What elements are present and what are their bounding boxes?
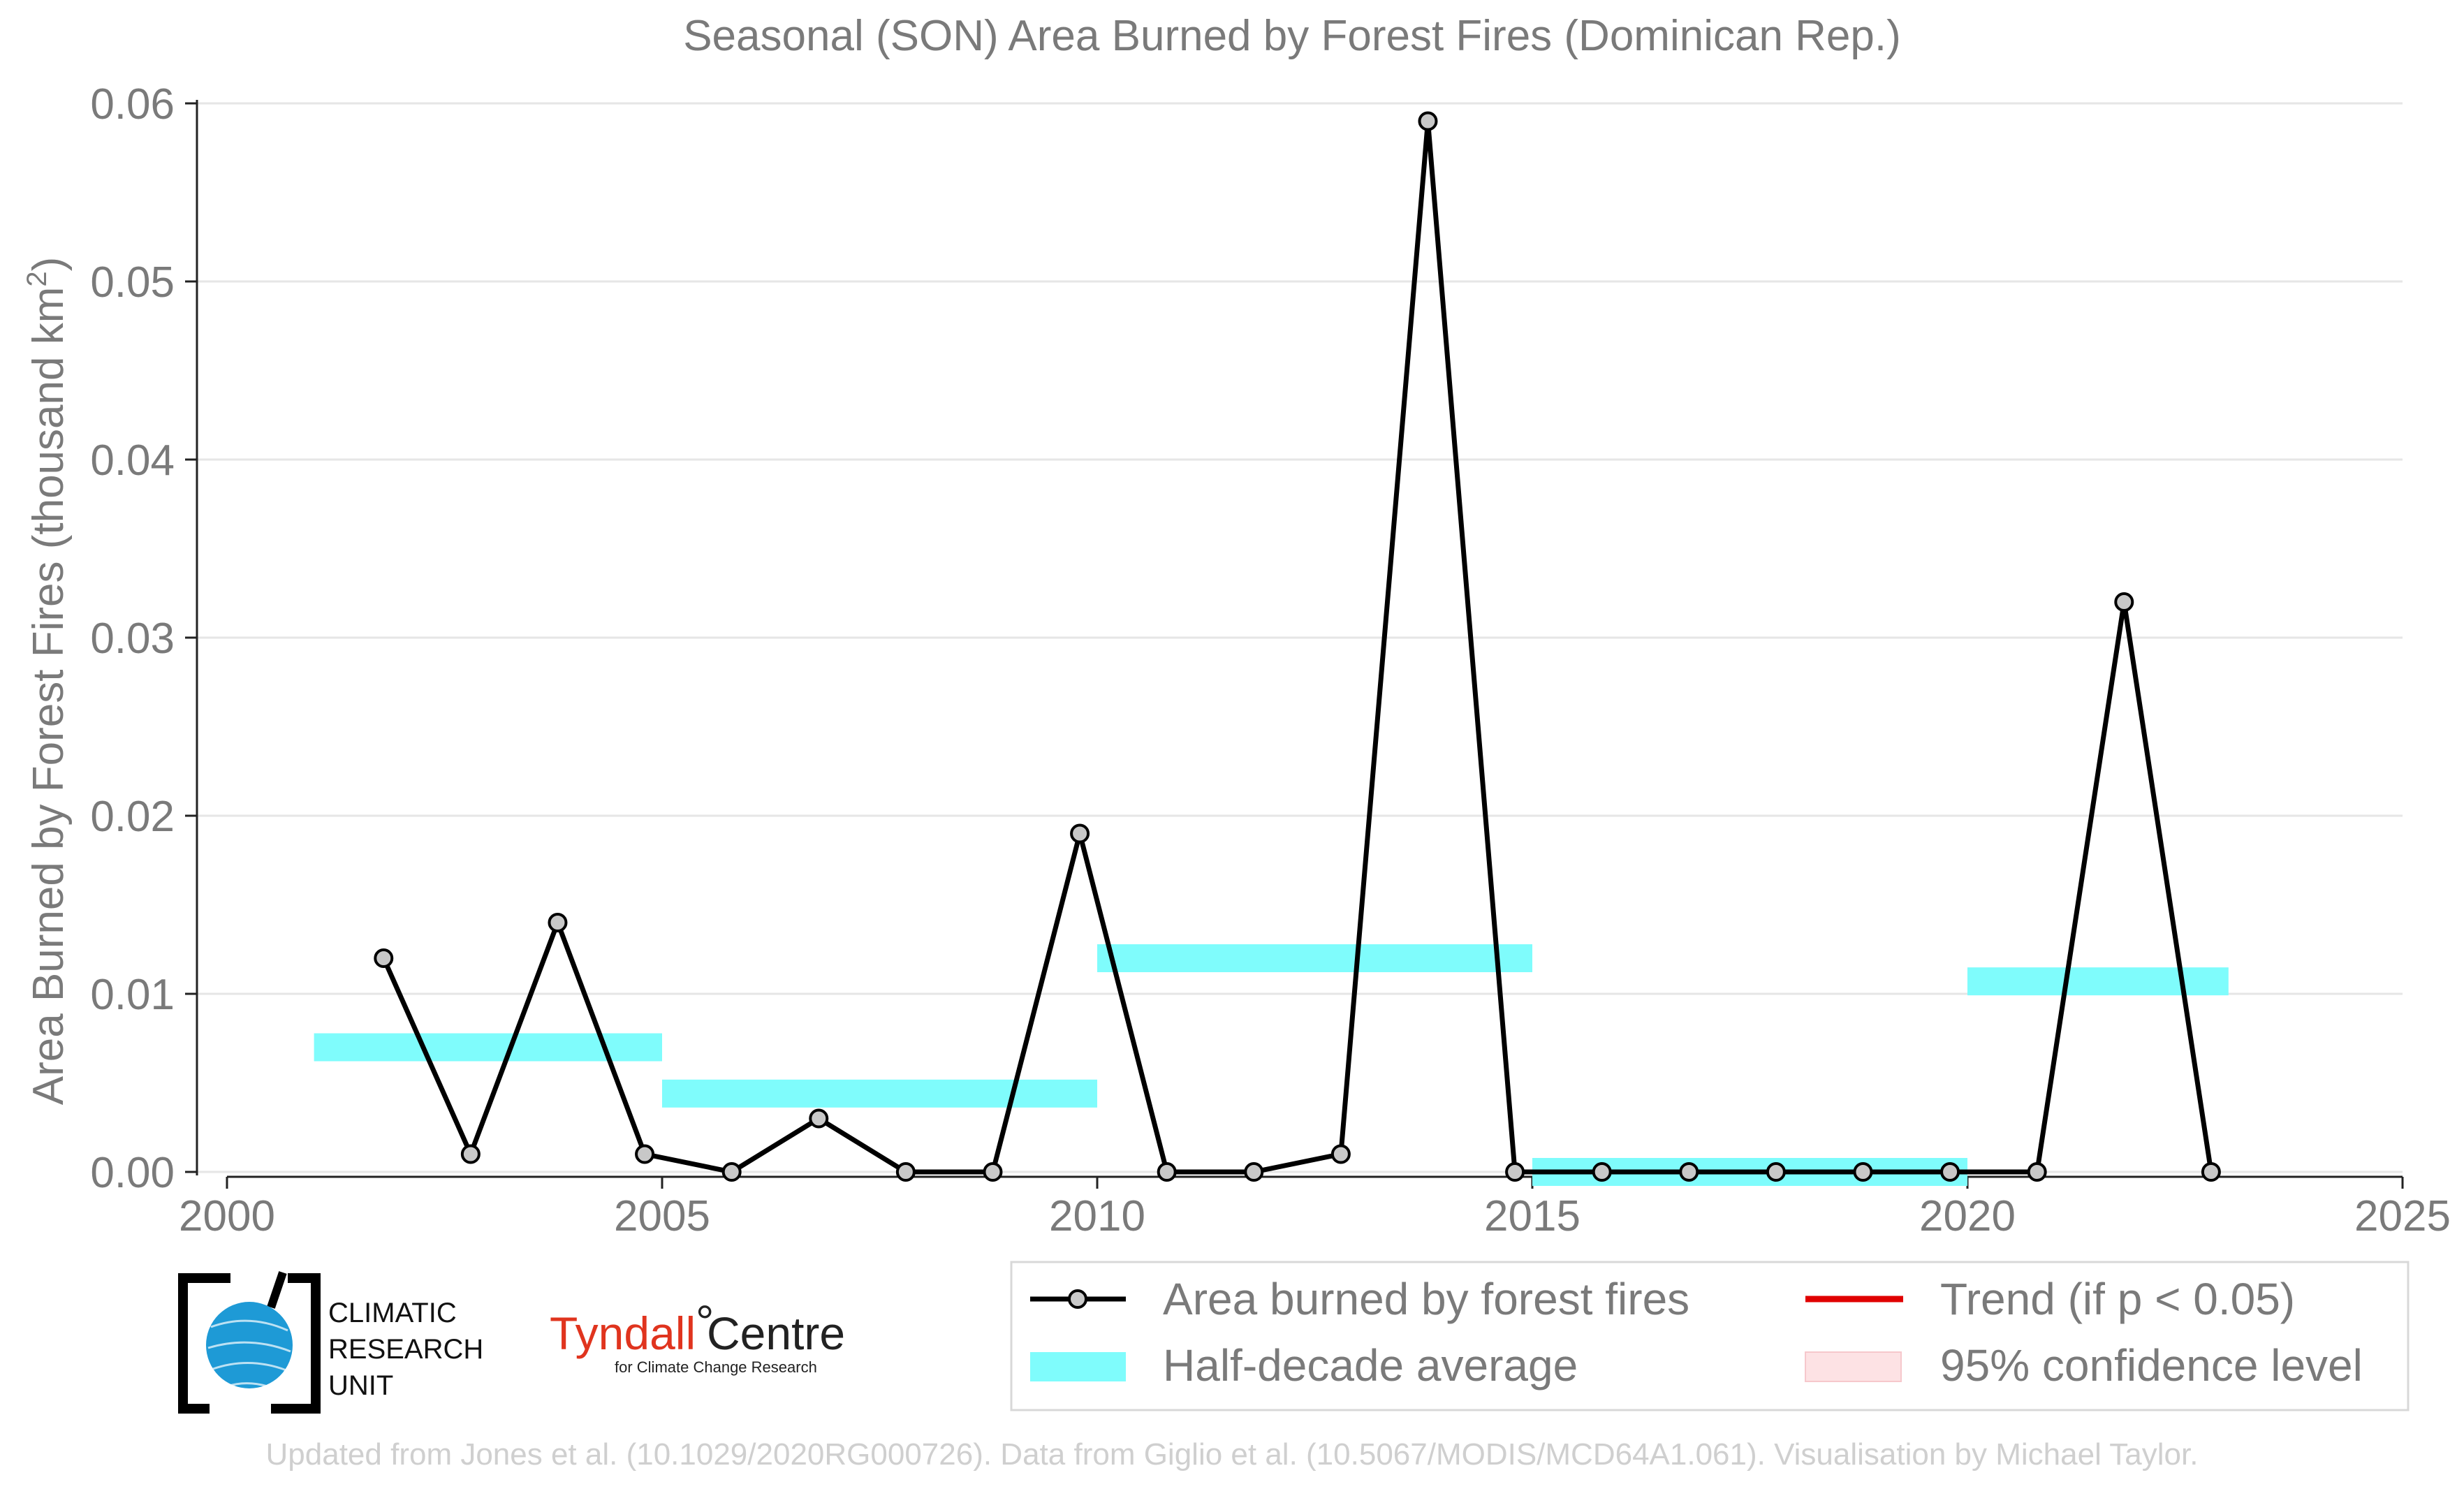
- data-point: [1418, 111, 1438, 131]
- tyndall-logo-subtitle: for Climate Change Research: [615, 1358, 817, 1376]
- gridlines: [185, 102, 2403, 1173]
- legend-swatch-area-burned-marker: [1068, 1289, 1087, 1309]
- y-tick-label: 0.03: [90, 615, 175, 663]
- credit-text: Updated from Jones et al. (10.1029/2020R…: [266, 1437, 2199, 1472]
- y-axis-label-superscript: 2: [22, 271, 52, 286]
- half-decade-bar: [662, 1079, 1097, 1108]
- cru-logo: CLIMATIC RESEARCH UNIT: [178, 1271, 483, 1414]
- half-decade-average-bands: [314, 944, 2229, 1186]
- data-point: [548, 913, 568, 932]
- legend: Area burned by forest fires Trend (if p …: [1010, 1261, 2410, 1411]
- y-tick-labels: 0.00 0.01 0.02 0.03 0.04 0.05 0.06: [90, 80, 175, 1197]
- x-tick-label: 2020: [1919, 1192, 2016, 1240]
- data-point: [1766, 1162, 1786, 1182]
- data-point: [895, 1162, 916, 1182]
- x-tick-label: 2015: [1484, 1192, 1581, 1240]
- y-tick-label: 0.01: [90, 971, 175, 1019]
- legend-swatch-confidence: [1805, 1351, 1902, 1382]
- data-point: [374, 948, 394, 968]
- x-tick-label: 2005: [614, 1192, 710, 1240]
- y-axis-label: Area Burned by Forest Fires (thousand km…: [22, 257, 73, 1106]
- data-point: [1505, 1162, 1525, 1182]
- y-tick-label: 0.02: [90, 793, 175, 841]
- data-point: [983, 1162, 1003, 1182]
- x-tick-label: 2025: [2354, 1192, 2451, 1240]
- legend-frame: [1010, 1261, 2410, 1411]
- data-point: [1940, 1162, 1960, 1182]
- cru-logo-text-research: RESEARCH: [328, 1334, 483, 1365]
- data-point: [1330, 1144, 1351, 1164]
- legend-label-half-decade: Half-decade average: [1163, 1340, 1578, 1391]
- data-point: [635, 1144, 655, 1164]
- data-point: [2201, 1162, 2221, 1182]
- cru-logo-bracket-right: [271, 1273, 321, 1414]
- y-tick-label: 0.04: [90, 437, 175, 485]
- data-point: [1853, 1162, 1873, 1182]
- x-tick-labels: 2000 2005 2010 2015 2020 2025: [179, 1192, 2451, 1240]
- tyndall-logo-centre: Centre: [707, 1307, 845, 1359]
- tyndall-logo-text: Tyndall: [550, 1307, 696, 1359]
- y-tick-label: 0.05: [90, 258, 175, 307]
- data-point: [721, 1162, 742, 1182]
- cru-logo-text-climatic: CLIMATIC: [328, 1298, 457, 1328]
- x-tick-label: 2010: [1049, 1192, 1145, 1240]
- y-tick-label: 0.06: [90, 80, 175, 129]
- data-point: [1244, 1162, 1264, 1182]
- half-decade-bar: [1097, 944, 1532, 972]
- cru-logo-bracket-left: [178, 1273, 230, 1414]
- data-point: [1157, 1162, 1177, 1182]
- chart-title: Seasonal (SON) Area Burned by Forest Fir…: [683, 12, 1901, 60]
- data-point: [1592, 1162, 1612, 1182]
- data-point: [1679, 1162, 1699, 1182]
- x-tick-label: 2000: [179, 1192, 275, 1240]
- legend-label-trend: Trend (if p < 0.05): [1940, 1274, 2295, 1324]
- data-point: [809, 1108, 829, 1129]
- half-decade-bar: [1967, 967, 2229, 996]
- globe-icon-lines: [207, 1319, 291, 1390]
- cru-logo-text-unit: UNIT: [328, 1370, 393, 1401]
- y-tick-label: 0.00: [90, 1149, 175, 1197]
- data-point: [1070, 823, 1090, 844]
- legend-label-area-burned: Area burned by forest fires: [1163, 1274, 1689, 1324]
- legend-swatch-half-decade: [1030, 1352, 1126, 1381]
- data-point: [2027, 1162, 2047, 1182]
- tyndall-logo: Tyndall ° Centre for Climate Change Rese…: [550, 1296, 845, 1376]
- series-line-area-burned: [381, 121, 2214, 1175]
- legend-label-confidence: 95% confidence level: [1940, 1340, 2363, 1391]
- cru-logo-slash: [267, 1271, 287, 1309]
- area-burned-series: [374, 111, 2221, 1182]
- tyndall-logo-degree: °: [696, 1296, 714, 1347]
- data-point: [2114, 592, 2134, 612]
- data-point: [460, 1144, 481, 1164]
